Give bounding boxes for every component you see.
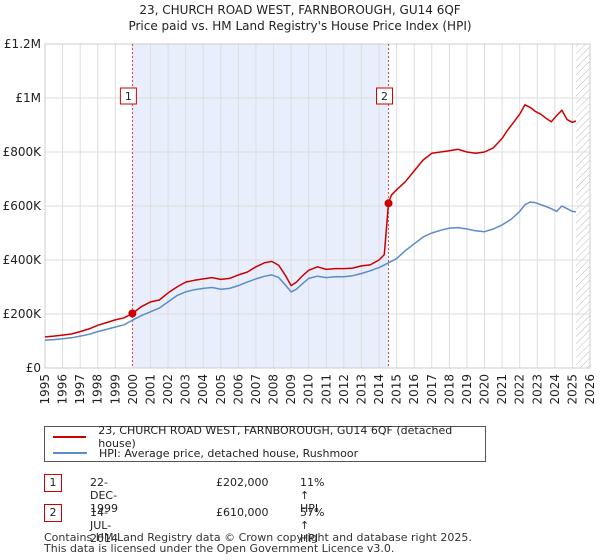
sale-date-1: 22-DEC-1999 xyxy=(90,476,118,515)
x-tick-label: 2003 xyxy=(179,374,193,405)
plot-frame xyxy=(44,43,591,369)
sale-marker-box-1 xyxy=(119,87,137,105)
y-tick-label: £200K xyxy=(3,307,43,321)
legend-swatch-property xyxy=(53,436,87,438)
x-tick-label: 2007 xyxy=(249,374,263,405)
sale-hpi-1: 11% ↑ HPI xyxy=(300,476,325,515)
x-tick-label: 2019 xyxy=(460,374,474,405)
y-tick-label: £400K xyxy=(3,253,43,267)
x-tick-label: 2020 xyxy=(478,374,492,405)
y-tick-label: £600K xyxy=(3,199,43,213)
price-chart: 23, CHURCH ROAD WEST, FARNBOROUGH, GU14 … xyxy=(3,3,597,405)
property-price-line xyxy=(44,104,577,338)
legend-item-hpi: HPI: Average price, detached house, Rush… xyxy=(53,445,358,461)
x-tick-label: 2012 xyxy=(337,374,351,405)
x-tick-label: 2022 xyxy=(513,374,527,405)
x-tick-label: 2001 xyxy=(143,374,157,405)
sale-hpi-2: 57% ↑ HPI xyxy=(300,506,325,545)
legend-label-property: 23, CHURCH ROAD WEST, FARNBOROUGH, GU14 … xyxy=(98,424,453,450)
chart-title: 23, CHURCH ROAD WEST, FARNBOROUGH, GU14 … xyxy=(139,3,460,17)
x-tick-label: 2006 xyxy=(231,374,245,405)
x-tick-label: 2013 xyxy=(354,374,368,405)
x-tick-label: 1996 xyxy=(56,374,70,405)
x-tick-label: 2000 xyxy=(126,374,140,405)
sale-marker-label-2: 2 xyxy=(381,90,388,103)
sale-price-2: £610,000 xyxy=(216,506,269,519)
x-tick-label: 2018 xyxy=(442,374,456,405)
x-tick-label: 2015 xyxy=(390,374,404,405)
legend-swatch-hpi xyxy=(53,452,87,454)
x-tick-label: 2002 xyxy=(161,374,175,405)
sale-marker-box-2 xyxy=(376,87,394,105)
sale-marker-label-1: 1 xyxy=(125,90,132,103)
x-tick-label: 2023 xyxy=(530,374,544,405)
y-tick-label: £1M xyxy=(15,91,41,105)
y-tick-label: £1.2M xyxy=(4,37,41,51)
legend-label-hpi: HPI: Average price, detached house, Rush… xyxy=(99,446,359,460)
sale-price-1: £202,000 xyxy=(216,476,269,489)
sale-point-2 xyxy=(384,199,393,208)
legend-item-property: 23, CHURCH ROAD WEST, FARNBOROUGH, GU14 … xyxy=(53,424,485,450)
footer: Contains HM Land Registry data © Crown c… xyxy=(44,532,472,554)
x-tick-label: 2014 xyxy=(372,374,386,405)
hpi-line xyxy=(44,201,577,341)
x-tick-label: 1999 xyxy=(108,374,122,405)
x-tick-label: 2011 xyxy=(319,374,333,405)
x-tick-label: 2004 xyxy=(196,374,210,405)
x-tick-label: 2021 xyxy=(495,374,509,405)
x-tick-label: 2024 xyxy=(548,374,562,405)
x-tick-label: 2026 xyxy=(583,374,597,405)
x-tick-label: 1997 xyxy=(73,374,87,405)
sale-point-1 xyxy=(128,309,137,318)
x-tick-label: 2010 xyxy=(302,374,316,405)
x-tick-label: 2025 xyxy=(565,374,579,405)
sale-badge-2: 2 xyxy=(44,504,62,522)
x-tick-label: 2008 xyxy=(267,374,281,405)
x-tick-label: 2009 xyxy=(284,374,298,405)
legend: 23, CHURCH ROAD WEST, FARNBOROUGH, GU14 … xyxy=(44,424,486,462)
footer-line-1: Contains HM Land Registry data © Crown c… xyxy=(44,531,472,544)
y-tick-label: £800K xyxy=(3,145,43,159)
sale-badge-1: 1 xyxy=(44,474,62,492)
x-tick-label: 2017 xyxy=(425,374,439,405)
x-tick-label: 1995 xyxy=(38,374,52,405)
footer-line-2: This data is licensed under the Open Gov… xyxy=(44,542,395,555)
x-tick-label: 2016 xyxy=(407,374,421,405)
x-tick-label: 1998 xyxy=(91,374,105,405)
x-tick-label: 2005 xyxy=(214,374,228,405)
y-tick-label: £0 xyxy=(26,361,41,375)
sale-date-2: 14-JUL-2014 xyxy=(90,506,118,545)
chart-subtitle: Price paid vs. HM Land Registry's House … xyxy=(128,19,471,33)
